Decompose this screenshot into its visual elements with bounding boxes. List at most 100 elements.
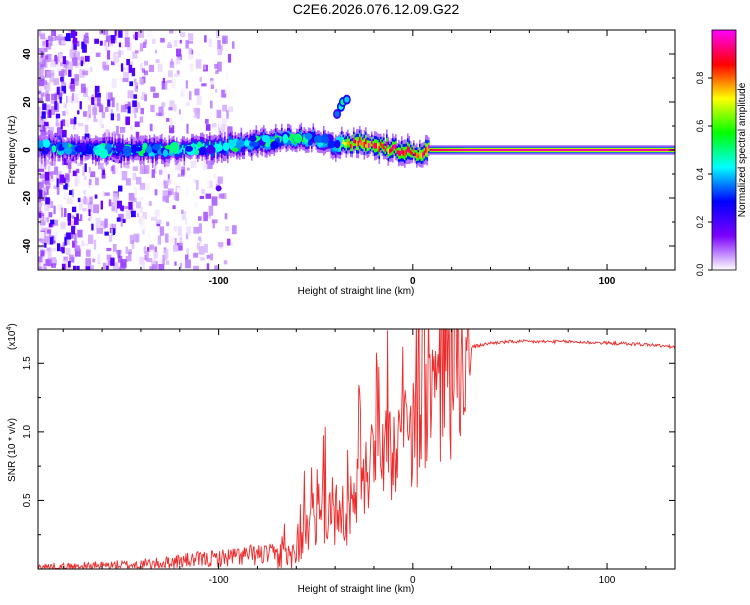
ridge-mark — [353, 137, 355, 143]
noise-speckle — [44, 179, 51, 185]
noise-speckle — [213, 173, 217, 179]
noise-speckle — [52, 37, 56, 42]
ridge-mark — [522, 149, 525, 151]
ridge-mark — [404, 150, 406, 157]
noise-speckle — [106, 257, 110, 268]
noise-speckle — [195, 59, 202, 69]
noise-speckle — [58, 86, 64, 96]
noise-speckle — [215, 179, 220, 184]
noise-speckle — [144, 94, 147, 102]
noise-speckle — [45, 123, 50, 129]
noise-speckle — [38, 125, 43, 130]
noise-speckle — [122, 218, 126, 224]
ridge-mark — [608, 149, 610, 151]
noise-speckle — [80, 60, 83, 67]
noise-speckle — [59, 174, 65, 183]
noise-speckle — [39, 34, 45, 40]
noise-speckle — [67, 213, 72, 221]
ridge-mark — [495, 149, 498, 151]
noise-speckle — [121, 128, 124, 133]
noise-speckle — [41, 183, 47, 193]
ridge-mark — [648, 149, 651, 151]
noise-speckle — [116, 102, 119, 112]
noise-speckle — [78, 214, 83, 222]
noise-speckle — [140, 107, 145, 115]
noise-speckle — [76, 40, 80, 47]
noise-speckle — [56, 243, 61, 252]
ridge-mark — [509, 149, 511, 151]
ridge-mark — [390, 147, 393, 153]
noise-speckle — [226, 238, 231, 246]
ridge-mark — [191, 143, 193, 150]
noise-speckle — [201, 188, 206, 194]
noise-speckle — [39, 56, 44, 65]
ridge-mark — [441, 149, 444, 151]
noise-speckle — [149, 244, 154, 250]
ridge-mark — [548, 149, 550, 151]
noise-speckle — [203, 64, 206, 70]
ridge-mark — [269, 141, 271, 147]
noise-speckle — [84, 133, 90, 140]
noise-speckle — [105, 35, 111, 43]
noise-speckle — [151, 169, 155, 178]
noise-speckle — [65, 183, 68, 190]
noise-speckle — [117, 200, 122, 209]
noise-speckle — [73, 43, 77, 50]
noise-speckle — [116, 266, 120, 270]
noise-speckle — [38, 189, 43, 198]
noise-speckle — [83, 243, 89, 247]
noise-speckle — [59, 155, 65, 161]
noise-speckle — [76, 168, 80, 173]
ridge-blob — [228, 140, 235, 150]
noise-speckle — [94, 194, 98, 199]
ridge-mark — [576, 149, 579, 151]
noise-speckle — [176, 242, 183, 251]
noise-speckle — [130, 125, 133, 131]
ridge-mark — [369, 143, 372, 147]
noise-speckle — [42, 85, 47, 90]
noise-speckle — [42, 191, 47, 198]
noise-speckle — [40, 128, 47, 136]
noise-speckle — [107, 99, 111, 107]
noise-speckle — [76, 213, 79, 220]
noise-speckle — [41, 68, 44, 75]
ridge-mark — [500, 149, 502, 151]
noise-speckle — [157, 235, 162, 245]
noise-speckle — [47, 159, 50, 164]
noise-speckle — [125, 255, 129, 262]
noise-speckle — [148, 64, 155, 73]
ridge-mark — [354, 139, 357, 144]
ridge-mark — [558, 149, 561, 151]
noise-speckle — [151, 260, 158, 270]
ridge-mark — [56, 144, 58, 149]
ridge-mark — [179, 149, 181, 154]
noise-speckle — [185, 80, 188, 89]
noise-speckle — [38, 216, 43, 220]
noise-speckle — [169, 61, 175, 68]
noise-speckle — [187, 40, 194, 44]
ridge-blob — [38, 140, 45, 148]
noise-speckle — [93, 204, 99, 214]
noise-speckle — [39, 226, 45, 231]
noise-speckle — [48, 70, 55, 77]
noise-speckle — [40, 250, 45, 257]
noise-speckle — [137, 102, 141, 109]
ridge-mark — [564, 149, 567, 151]
ridge-blob — [293, 133, 303, 144]
noise-speckle — [181, 209, 184, 214]
noise-speckle — [162, 254, 165, 265]
noise-speckle — [69, 214, 73, 218]
noise-speckle — [38, 266, 42, 270]
noise-speckle — [44, 210, 49, 218]
noise-speckle — [112, 262, 119, 270]
noise-speckle — [151, 216, 157, 221]
noise-speckle — [186, 226, 192, 235]
noise-speckle — [39, 216, 46, 226]
ridge-mark — [402, 150, 405, 156]
noise-speckle — [67, 238, 70, 246]
ridge-mark — [537, 149, 540, 151]
noise-speckle — [162, 81, 168, 90]
noise-speckle — [54, 56, 59, 65]
noise-speckle — [100, 220, 107, 227]
noise-speckle — [55, 114, 59, 124]
